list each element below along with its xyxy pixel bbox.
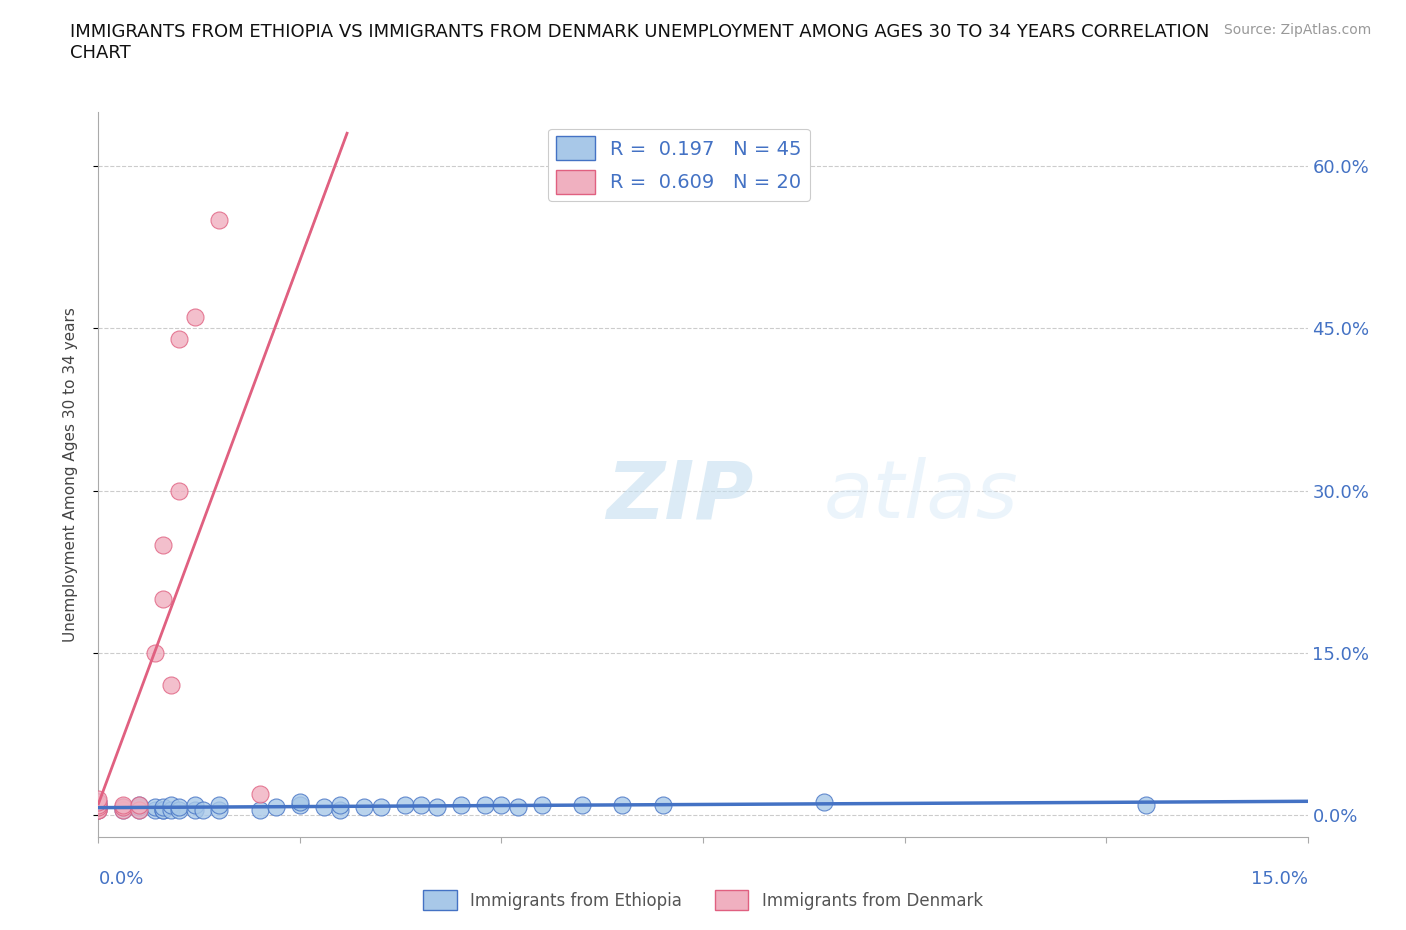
Point xyxy=(87,803,110,817)
Point xyxy=(87,795,110,810)
Point xyxy=(571,797,593,812)
Point xyxy=(143,803,166,817)
Point xyxy=(314,799,336,814)
Point xyxy=(184,803,207,817)
Point xyxy=(184,310,207,325)
Point xyxy=(450,797,472,812)
Point xyxy=(474,797,496,812)
Text: Source: ZipAtlas.com: Source: ZipAtlas.com xyxy=(1223,23,1371,37)
Point xyxy=(409,797,432,812)
Point xyxy=(152,538,174,552)
Point xyxy=(208,803,231,817)
Point xyxy=(167,483,190,498)
Point xyxy=(813,795,835,810)
Point xyxy=(530,797,553,812)
Point xyxy=(152,803,174,817)
Y-axis label: Unemployment Among Ages 30 to 34 years: Unemployment Among Ages 30 to 34 years xyxy=(63,307,77,642)
Point xyxy=(143,799,166,814)
Point xyxy=(651,797,673,812)
Text: 0.0%: 0.0% xyxy=(98,870,143,887)
Text: ZIP: ZIP xyxy=(606,457,754,535)
Point xyxy=(111,799,134,814)
Text: atlas: atlas xyxy=(824,457,1019,535)
Point xyxy=(208,212,231,227)
Point xyxy=(160,797,183,812)
Point xyxy=(87,795,110,810)
Point xyxy=(87,799,110,814)
Point xyxy=(353,799,375,814)
Point xyxy=(506,799,529,814)
Point xyxy=(612,797,634,812)
Point xyxy=(128,799,150,814)
Point xyxy=(160,803,183,817)
Point xyxy=(264,799,287,814)
Point xyxy=(87,803,110,817)
Point xyxy=(87,797,110,812)
Point xyxy=(491,797,513,812)
Point xyxy=(128,797,150,812)
Point xyxy=(111,797,134,812)
Point xyxy=(426,799,449,814)
Point xyxy=(329,797,352,812)
Point xyxy=(87,797,110,812)
Point xyxy=(288,795,311,810)
Point xyxy=(249,803,271,817)
Point xyxy=(288,797,311,812)
Point xyxy=(111,803,134,817)
Point xyxy=(167,331,190,346)
Legend: R =  0.197   N = 45, R =  0.609   N = 20: R = 0.197 N = 45, R = 0.609 N = 20 xyxy=(548,128,810,201)
Point xyxy=(152,803,174,817)
Point xyxy=(143,645,166,660)
Point xyxy=(87,799,110,814)
Point xyxy=(128,797,150,812)
Point xyxy=(249,786,271,801)
Point xyxy=(111,803,134,817)
Point xyxy=(152,591,174,606)
Legend: Immigrants from Ethiopia, Immigrants from Denmark: Immigrants from Ethiopia, Immigrants fro… xyxy=(416,884,990,917)
Text: 15.0%: 15.0% xyxy=(1250,870,1308,887)
Point xyxy=(167,799,190,814)
Point xyxy=(111,799,134,814)
Point xyxy=(394,797,416,812)
Point xyxy=(160,678,183,693)
Point xyxy=(1135,797,1157,812)
Point xyxy=(208,797,231,812)
Point xyxy=(128,803,150,817)
Point xyxy=(329,803,352,817)
Point xyxy=(128,803,150,817)
Point xyxy=(370,799,392,814)
Point xyxy=(184,797,207,812)
Point xyxy=(87,803,110,817)
Point xyxy=(87,791,110,806)
Text: IMMIGRANTS FROM ETHIOPIA VS IMMIGRANTS FROM DENMARK UNEMPLOYMENT AMONG AGES 30 T: IMMIGRANTS FROM ETHIOPIA VS IMMIGRANTS F… xyxy=(70,23,1209,62)
Point xyxy=(193,803,215,817)
Point xyxy=(152,799,174,814)
Point xyxy=(167,803,190,817)
